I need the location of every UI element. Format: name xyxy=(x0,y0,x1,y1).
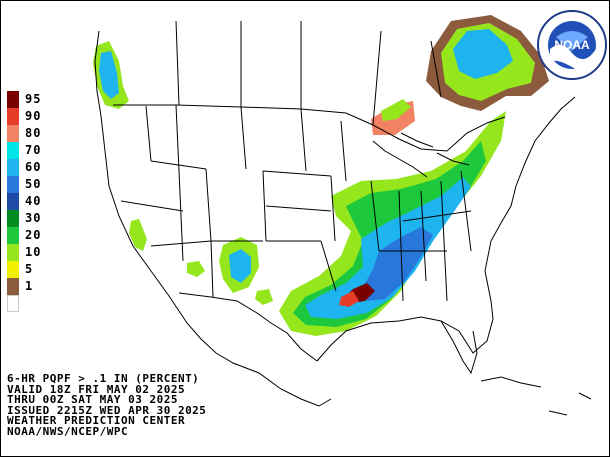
map-caption: 6-HR PQPF > .1 IN (PERCENT) VALID 18Z FR… xyxy=(7,372,207,438)
legend-swatch-30 xyxy=(7,210,19,227)
caption-valid-time: VALID 18Z FRI MAY 02 2025 xyxy=(7,382,186,396)
caption-thru-time: THRU 00Z SAT MAY 03 2025 xyxy=(7,393,178,407)
precip-area-sw-texas xyxy=(255,289,273,305)
legend-label: 95 xyxy=(25,92,42,106)
gulf-coast xyxy=(316,300,494,362)
precip-area-canada-blue xyxy=(453,29,513,79)
caption-issued-time: ISSUED 2215Z WED APR 30 2025 xyxy=(7,403,207,417)
precip-area-front-high xyxy=(339,291,359,307)
canada-lines xyxy=(175,20,442,126)
legend-swatch-20 xyxy=(7,227,19,244)
legend-label: 20 xyxy=(25,228,42,242)
legend-row-20: 20 xyxy=(7,227,67,244)
canada-us-border xyxy=(113,104,506,152)
precip-area-four-corners-inner xyxy=(229,249,251,283)
legend-swatch-1 xyxy=(7,278,19,295)
great-lakes xyxy=(372,132,470,178)
state-lines-east xyxy=(370,170,472,302)
legend-swatch-90 xyxy=(7,108,19,125)
legend-row-40: 40 xyxy=(7,193,67,210)
boundary-layer xyxy=(94,20,592,416)
precip-area-lakes-green xyxy=(381,99,411,121)
legend-row-5: 5 xyxy=(7,261,67,278)
legend-row-0 xyxy=(7,295,67,312)
precip-area-nevada xyxy=(129,219,147,251)
caribbean-islands xyxy=(480,376,592,416)
atlantic-coast xyxy=(484,96,576,302)
legend-swatch-10 xyxy=(7,244,19,261)
legend-row-80: 80 xyxy=(7,125,67,142)
legend-label: 40 xyxy=(25,194,42,208)
precip-field-layer xyxy=(93,15,549,336)
noaa-logo: NOAA xyxy=(537,10,607,80)
legend-label: 30 xyxy=(25,211,42,225)
legend-label: 90 xyxy=(25,109,42,123)
legend-swatch-5 xyxy=(7,261,19,278)
legend-swatch-60 xyxy=(7,159,19,176)
precip-area-colorado xyxy=(187,261,205,277)
caption-center: WEATHER PREDICTION CENTER xyxy=(7,414,186,428)
legend-row-1: 1 xyxy=(7,278,67,295)
legend-label: 70 xyxy=(25,143,42,157)
legend-label: 60 xyxy=(25,160,42,174)
caption-agency: NOAA/NWS/NCEP/WPC xyxy=(7,424,129,438)
legend-swatch-70 xyxy=(7,142,19,159)
legend-label: 80 xyxy=(25,126,42,140)
legend-row-50: 50 xyxy=(7,176,67,193)
legend-swatch-0 xyxy=(7,295,19,312)
legend-row-30: 30 xyxy=(7,210,67,227)
legend-row-95: 95 xyxy=(7,91,67,108)
florida xyxy=(440,320,478,375)
legend-label: 10 xyxy=(25,245,42,259)
legend-row-90: 90 xyxy=(7,108,67,125)
precip-area-front-dark-blue xyxy=(363,227,433,301)
pacific-coastline xyxy=(94,30,332,407)
legend-swatch-95 xyxy=(7,91,19,108)
mexico-us-border xyxy=(178,292,318,362)
legend-label: 5 xyxy=(25,262,34,276)
precip-area-pacific-nw-inner xyxy=(99,51,119,99)
legend-label: 50 xyxy=(25,177,42,191)
caption-product: 6-HR PQPF > .1 IN (PERCENT) xyxy=(7,372,200,385)
legend-swatch-40 xyxy=(7,193,19,210)
logo-text: NOAA xyxy=(554,38,590,52)
state-lines-central xyxy=(240,106,347,292)
legend-swatch-80 xyxy=(7,125,19,142)
legend-row-10: 10 xyxy=(7,244,67,261)
legend-swatch-50 xyxy=(7,176,19,193)
legend-row-60: 60 xyxy=(7,159,67,176)
legend-row-70: 70 xyxy=(7,142,67,159)
legend-label: 1 xyxy=(25,279,34,293)
state-lines-west xyxy=(120,104,263,298)
legend: 95 90 80 70 60 50 40 30 20 10 5 1 xyxy=(7,91,67,312)
